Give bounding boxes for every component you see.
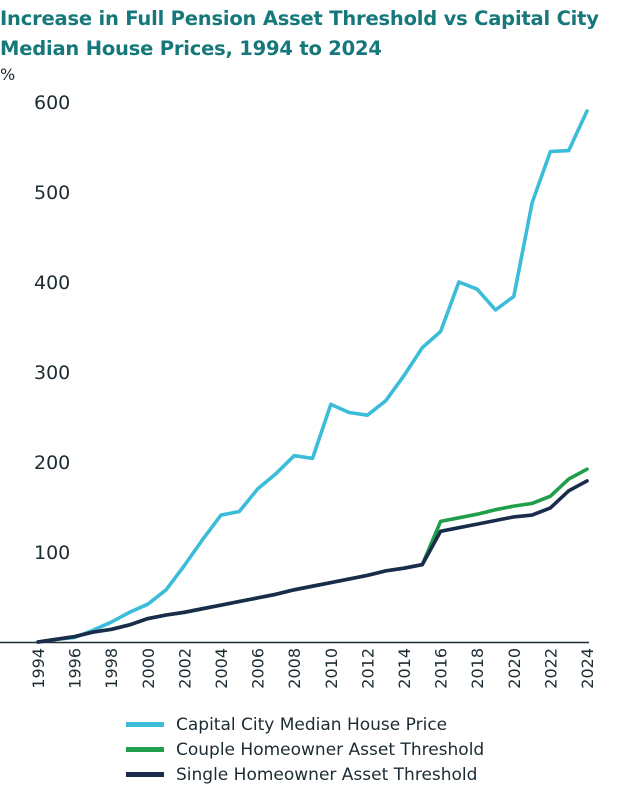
y-tick-label: 300 [34,362,70,384]
y-tick-label: 400 [34,272,70,294]
x-tick-label: 2008 [285,648,304,689]
legend-label-couple-threshold: Couple Homeowner Asset Threshold [176,739,485,760]
x-tick-label: 2018 [468,648,487,689]
legend-item-couple-threshold: Couple Homeowner Asset Threshold [126,737,484,762]
x-tick-label: 2020 [505,648,524,689]
y-tick-label: 200 [34,452,70,474]
legend-label-capital-city: Capital City Median House Price [176,714,448,735]
x-tick-label: 2006 [249,648,268,689]
legend-swatch-couple-threshold [126,747,164,752]
x-tick-label: 2024 [578,648,597,689]
legend-swatch-single-threshold [126,772,164,777]
x-axis-ticks: 1994 1996 1998 2000 2002 2004 2006 2008 2010 2012… [29,648,597,689]
chart-legend: Capital City Median House Price Couple H… [126,712,484,787]
x-tick-label: 2000 [139,648,158,689]
x-tick-label: 2016 [432,648,451,689]
legend-item-capital-city: Capital City Median House Price [126,712,484,737]
series-line-0 [36,109,589,644]
legend-swatch-capital-city [126,722,164,727]
chart-title: Increase in Full Pension Asset Threshold… [0,7,599,60]
x-tick-label: 1994 [29,648,48,689]
y-axis-unit-label: % [0,65,15,84]
y-axis-ticks: 100 200 300 400 500 600 [34,92,70,564]
x-tick-label: 1996 [66,648,85,689]
y-tick-label: 500 [34,182,70,204]
legend-item-single-threshold: Single Homeowner Asset Threshold [126,762,484,787]
x-tick-label: 2002 [175,648,194,689]
x-tick-label: 2010 [322,648,341,689]
x-tick-label: 2012 [358,648,377,689]
x-tick-label: 2014 [395,648,414,689]
x-tick-label: 1998 [102,648,121,689]
series-lines [36,109,589,644]
y-tick-label: 100 [34,542,70,564]
y-tick-label: 600 [34,92,70,114]
x-tick-label: 2004 [212,648,231,689]
legend-label-single-threshold: Single Homeowner Asset Threshold [176,764,478,785]
series-line-2 [36,479,589,644]
x-tick-label: 2022 [541,648,560,689]
